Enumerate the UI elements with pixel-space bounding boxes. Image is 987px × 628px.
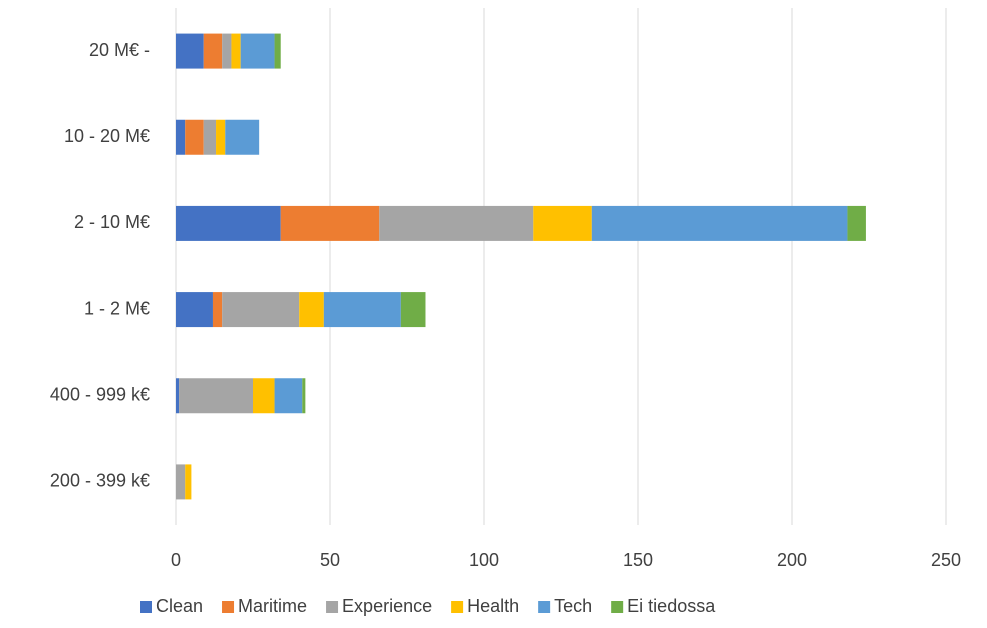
y-tick-label: 10 - 20 M€ [64, 126, 150, 146]
legend-label: Experience [342, 596, 432, 616]
y-tick-label: 400 - 999 k€ [50, 385, 150, 405]
bar-segment [231, 33, 241, 69]
y-tick-label: 1 - 2 M€ [84, 298, 150, 318]
bar-segment [212, 292, 223, 328]
bar-segment [274, 33, 281, 69]
bar-segment [176, 205, 281, 241]
bar-segment [379, 205, 534, 241]
y-tick-label: 200 - 399 k€ [50, 471, 150, 491]
bar-segment [253, 378, 275, 414]
x-tick-label: 200 [777, 550, 807, 570]
bar-segment [176, 292, 213, 328]
bar-segment [274, 378, 303, 414]
legend-label: Clean [156, 596, 203, 616]
bar-segment [280, 205, 380, 241]
bar-segment [302, 378, 306, 414]
legend-swatch [451, 601, 464, 613]
bar-segment [400, 292, 426, 328]
bar-segment [222, 33, 232, 69]
bar-segment [323, 292, 401, 328]
legend-swatch [222, 601, 235, 613]
bar-segment [299, 292, 324, 328]
legend-swatch [538, 601, 551, 613]
legend-label: Maritime [238, 596, 307, 616]
legend-swatch [140, 601, 152, 613]
bar-segment [533, 205, 592, 241]
x-tick-label: 0 [171, 550, 181, 570]
legend-label: Health [467, 596, 519, 616]
legend-swatch [611, 601, 624, 613]
bar-segment [179, 378, 253, 414]
x-tick-label: 50 [320, 550, 340, 570]
x-tick-label: 250 [931, 550, 961, 570]
x-tick-label: 150 [623, 550, 653, 570]
bar-segment [222, 292, 300, 328]
x-tick-label: 100 [469, 550, 499, 570]
bar-segment [176, 119, 186, 155]
bar-segment [240, 33, 275, 69]
legend-swatch [326, 601, 339, 613]
bar-segment [176, 464, 186, 500]
bar-segment [185, 464, 192, 500]
bar-segment [203, 119, 217, 155]
bar-segment [225, 119, 260, 155]
legend-label: Ei tiedossa [627, 596, 716, 616]
bar-segment [185, 119, 204, 155]
bar-segment [176, 378, 180, 414]
y-tick-label: 20 M€ - [89, 40, 150, 60]
bar-segment [216, 119, 226, 155]
legend-label: Tech [554, 596, 592, 616]
y-tick-label: 2 - 10 M€ [74, 212, 150, 232]
bar-segment [176, 33, 204, 69]
bar-segment [591, 205, 848, 241]
bar-segment [847, 205, 866, 241]
bar-segment [203, 33, 223, 69]
